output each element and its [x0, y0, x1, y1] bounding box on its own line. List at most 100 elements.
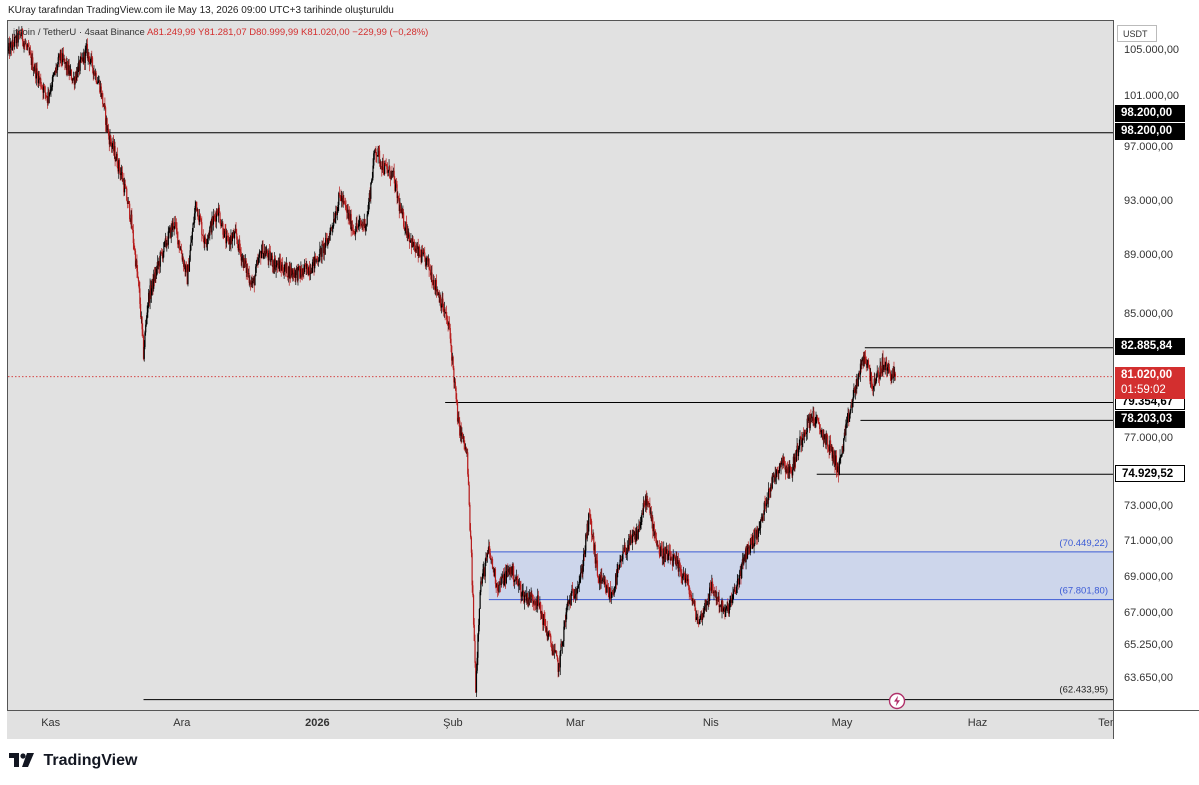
price-chart-svg[interactable]: (70.449,22) (67.801,80) (62.433,95): [8, 21, 1114, 711]
candle-body: [744, 554, 746, 563]
candle-body: [9, 43, 11, 54]
candle-body: [862, 359, 864, 366]
candle-body: [372, 165, 374, 178]
candle-body: [222, 223, 224, 235]
candle-body: [642, 503, 644, 515]
candle-body: [303, 268, 305, 273]
candle-body: [732, 593, 734, 600]
candle-body: [778, 463, 781, 472]
candle-body: [361, 223, 363, 226]
candle-body: [163, 242, 165, 253]
candle-body: [862, 359, 864, 361]
price-tick-label: 89.000,00: [1124, 249, 1173, 261]
candle-body: [452, 356, 454, 369]
candle-body: [140, 316, 142, 318]
candle-body: [814, 423, 816, 426]
candle-body: [706, 604, 708, 606]
candle-body: [849, 410, 851, 415]
candle-body: [28, 47, 30, 53]
candle-body: [508, 568, 510, 575]
candle-body: [441, 298, 443, 306]
candle-body: [413, 241, 416, 251]
candle-body: [209, 222, 212, 228]
candle-body: [719, 605, 721, 608]
candle-body: [717, 597, 719, 602]
price-tag-level[interactable]: 82.885,84: [1115, 338, 1185, 356]
candle-body: [113, 146, 115, 152]
candle-body: [393, 170, 395, 179]
candle-body: [295, 268, 298, 271]
candle-body: [61, 59, 63, 63]
candle-body: [679, 567, 682, 572]
demand-zone-rect[interactable]: [488, 551, 1114, 600]
candle-body: [144, 332, 146, 348]
candle-body: [67, 61, 69, 74]
candle-body: [228, 239, 231, 245]
candle-body: [800, 436, 803, 445]
candle-body: [823, 435, 825, 440]
time-axis[interactable]: Kas Ara 2026 Şub Mar Nis May Haz Tem: [7, 710, 1119, 739]
candle-body: [532, 600, 534, 604]
candle-body: [464, 443, 466, 450]
candle-body: [88, 52, 90, 58]
candle-body: [42, 87, 44, 93]
price-tag-level[interactable]: 74.929,52: [1115, 464, 1185, 482]
candle-body: [542, 617, 544, 625]
candle-body: [311, 262, 314, 273]
price-tag-level[interactable]: 98.200,00: [1115, 123, 1185, 141]
candle-body: [306, 263, 308, 269]
candle-body: [516, 576, 518, 581]
currency-button[interactable]: USDT: [1117, 25, 1157, 42]
candle-body: [733, 591, 735, 594]
candle-body: [557, 659, 559, 672]
candle-body: [304, 264, 306, 266]
candle-body: [35, 68, 38, 79]
candle-body: [822, 435, 824, 440]
candle-body: [644, 495, 647, 506]
candle-body: [840, 456, 842, 458]
candle-body: [244, 258, 246, 264]
candle-body: [563, 626, 565, 642]
candle-body: [373, 151, 376, 154]
candle-body: [885, 362, 887, 365]
candle-body: [839, 456, 841, 461]
last-price-tag[interactable]: 81.020,00 01:59:02: [1115, 367, 1185, 400]
candle-body: [577, 587, 579, 589]
candle-body: [526, 593, 529, 605]
candle-body: [327, 238, 330, 240]
candle-body: [728, 602, 730, 614]
candle-body: [276, 263, 279, 266]
candle-body: [578, 582, 580, 586]
candle-body: [134, 249, 136, 251]
price-tag-level[interactable]: 78.203,03: [1115, 410, 1185, 428]
candle-body: [131, 214, 133, 230]
candle-body: [722, 601, 724, 612]
candle-body: [765, 503, 767, 507]
candle-body: [91, 56, 93, 58]
candle-body: [892, 369, 894, 379]
candle-body: [154, 272, 156, 282]
candle-body: [628, 538, 630, 550]
candle-body: [687, 579, 690, 587]
price-tag-98200-upper[interactable]: 98.200,00: [1115, 104, 1185, 122]
candle-body: [205, 242, 207, 244]
candle-body: [324, 243, 326, 248]
candle-body: [753, 544, 755, 547]
candle-body: [843, 432, 846, 439]
candle-body: [271, 255, 274, 267]
candle-body: [655, 538, 658, 545]
candle-body: [586, 523, 588, 539]
candle-body: [13, 44, 15, 47]
candle-body: [450, 338, 452, 346]
candle-body: [72, 78, 74, 81]
candle-body: [613, 587, 615, 595]
candle-body: [688, 586, 690, 595]
candle-body: [421, 249, 424, 255]
candle-body: [196, 209, 199, 212]
candle-body: [367, 211, 369, 215]
tradingview-brand[interactable]: TradingView: [9, 752, 137, 770]
candle-body: [162, 252, 164, 259]
tradingview-flash-icon[interactable]: [888, 692, 906, 710]
chart-plot-area[interactable]: (70.449,22) (67.801,80) (62.433,95): [7, 20, 1114, 711]
candle-body: [192, 223, 194, 232]
